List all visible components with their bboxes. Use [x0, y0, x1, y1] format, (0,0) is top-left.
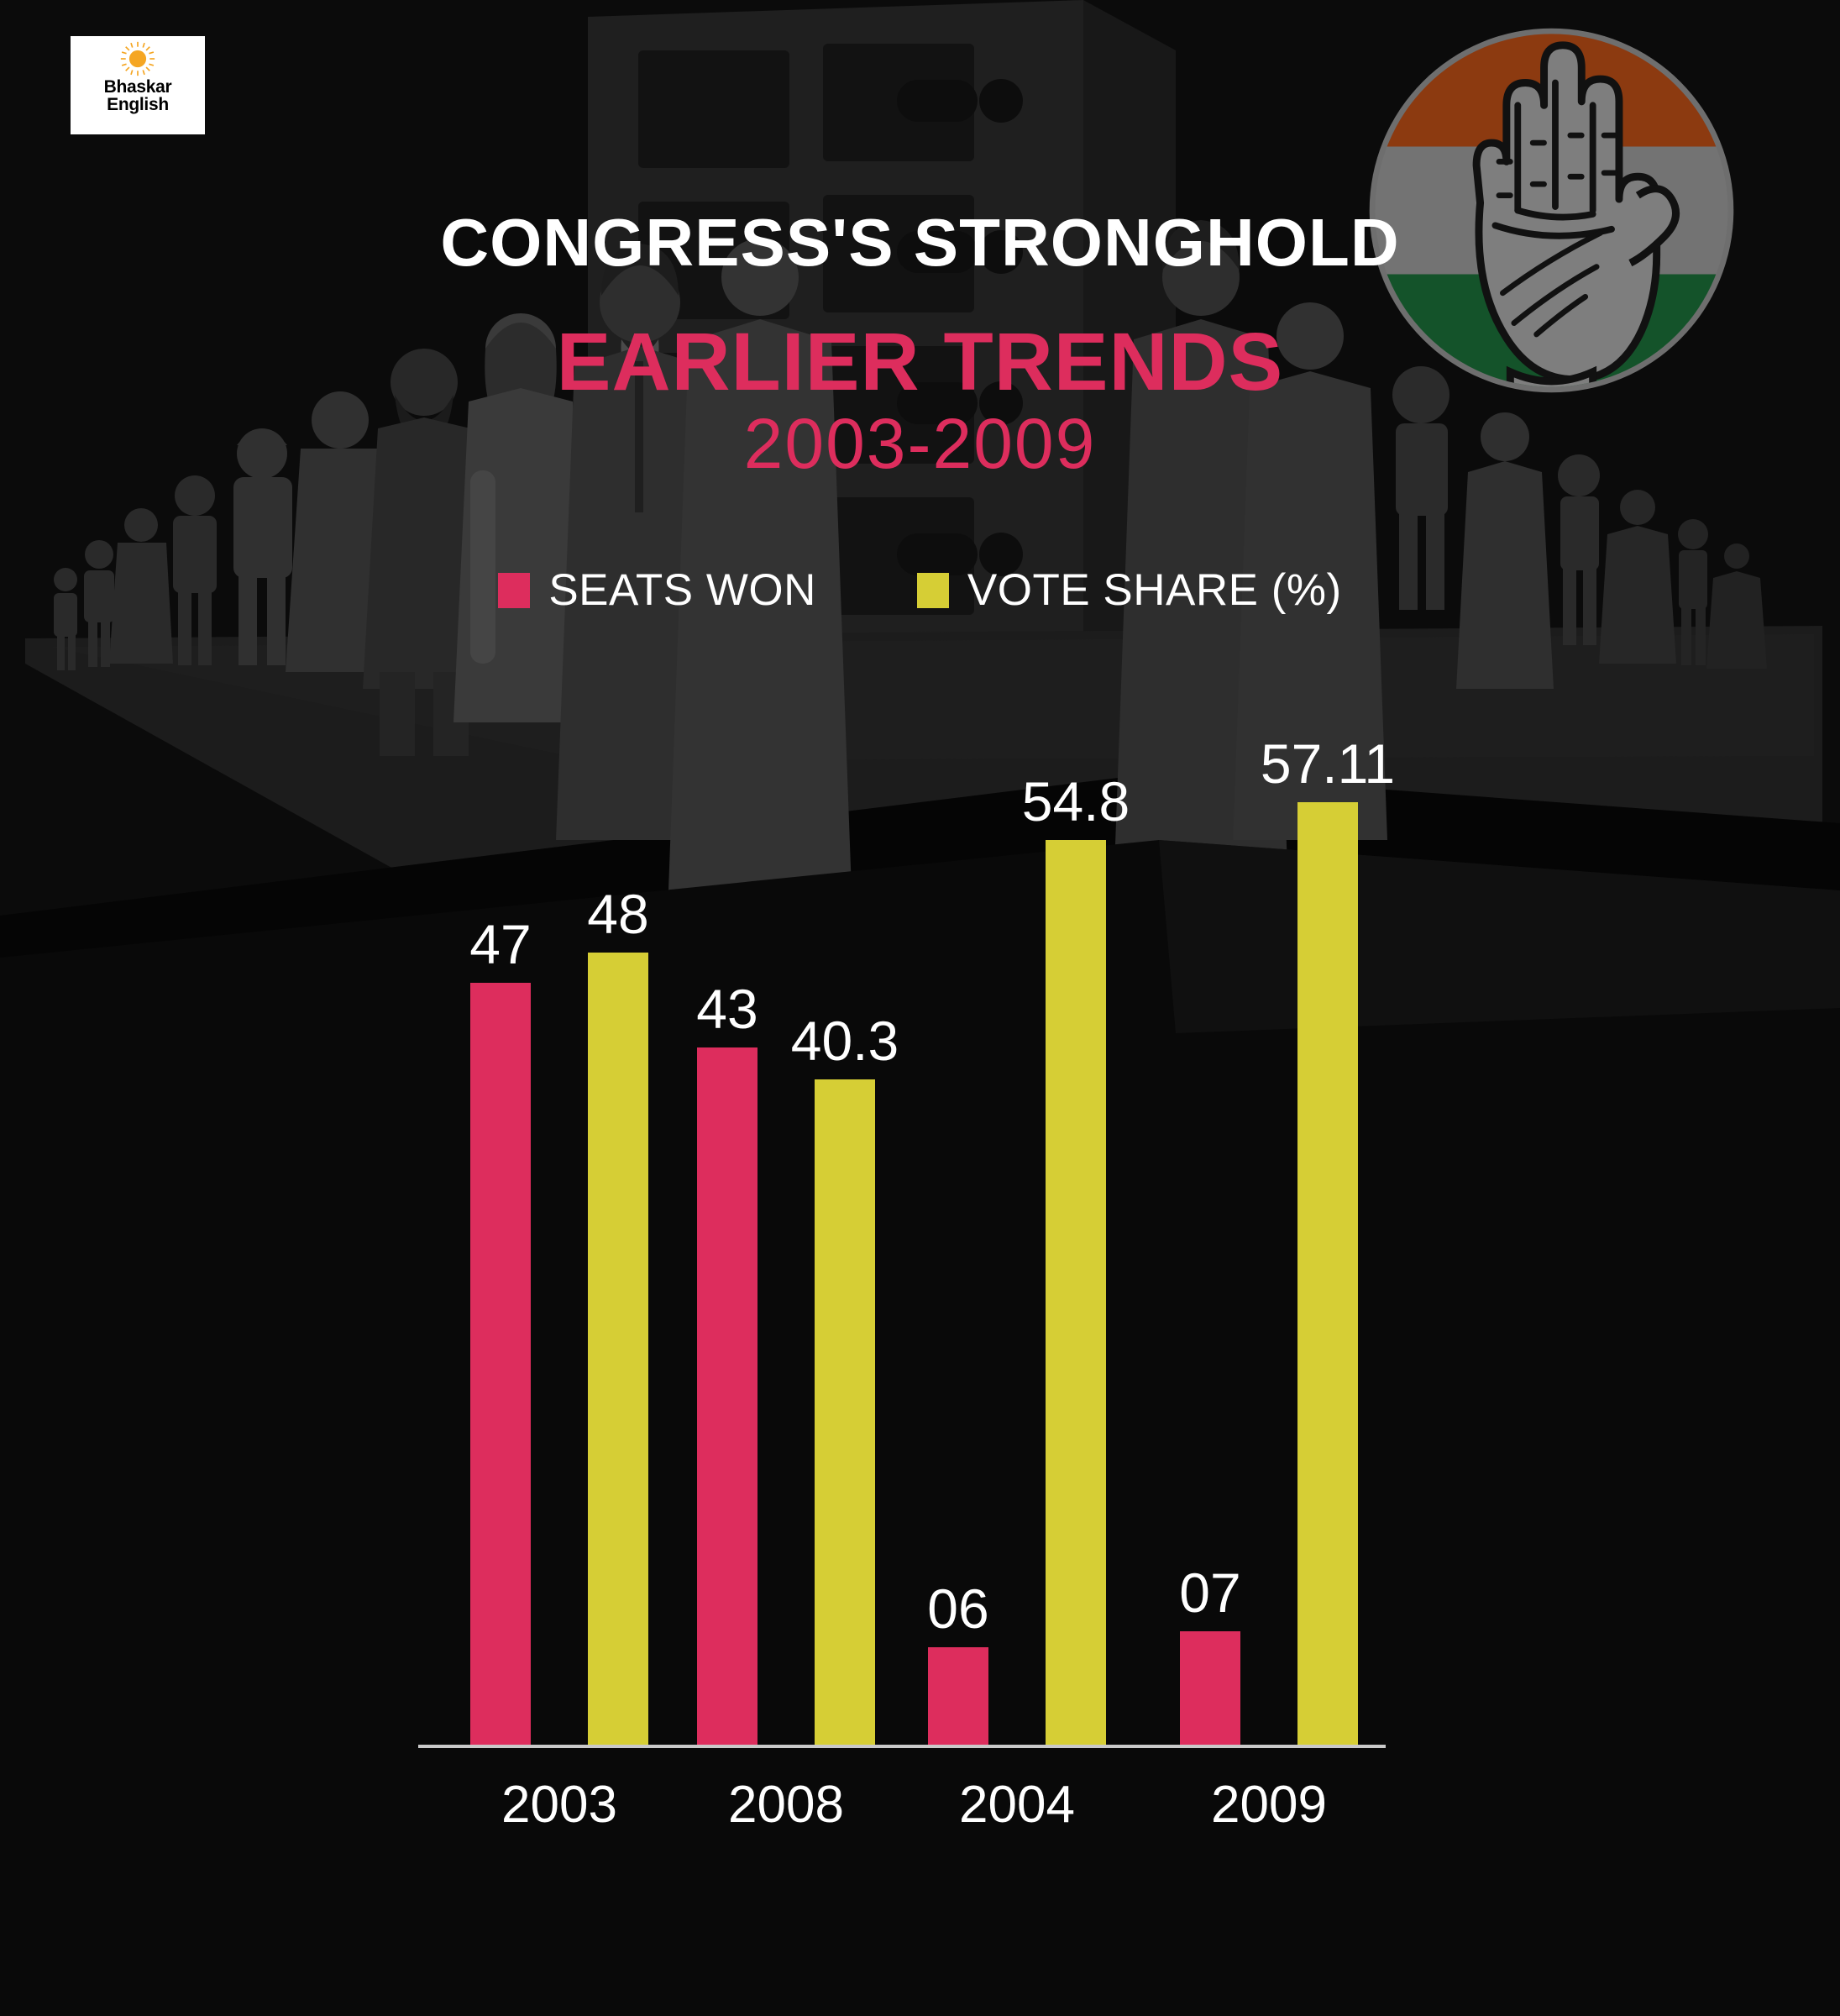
- x-axis-label-2003: 2003: [501, 1776, 617, 1834]
- legend-label-vote-share: VOTE SHARE (%): [967, 565, 1342, 615]
- bar-value-label: 07: [1179, 1561, 1241, 1624]
- sun-icon: [120, 41, 155, 76]
- congress-hand-emblem-icon: [1369, 28, 1734, 393]
- bar-2008-seats-won: [697, 1047, 757, 1745]
- bar-value-label: 48: [587, 882, 649, 945]
- legend-item-vote-share: VOTE SHARE (%): [916, 564, 1342, 616]
- logo-line-1: Bhaskar: [103, 77, 172, 97]
- page-title: CONGRESS'S STRONGHOLD: [440, 205, 1400, 280]
- bar-2003-seats-won: [470, 982, 531, 1745]
- legend-item-seats-won: SEATS WON: [498, 564, 816, 616]
- x-axis-label-2004: 2004: [959, 1776, 1075, 1834]
- page-period: 2003-2009: [743, 404, 1097, 483]
- legend-swatch-seats-won: [498, 572, 531, 608]
- logo-line-2: English: [107, 95, 169, 115]
- chart-legend: SEATS WON VOTE SHARE (%): [0, 564, 1840, 616]
- bar-value-label: 06: [927, 1578, 989, 1641]
- bar-2003-vote-share: [588, 952, 648, 1745]
- bar-2009-seats-won: [1180, 1630, 1240, 1745]
- legend-swatch-vote-share: [916, 572, 949, 608]
- bar-value-label: 40.3: [790, 1010, 899, 1073]
- bar-value-label: 57.11: [1260, 732, 1396, 795]
- bar-2004-seats-won: [928, 1647, 988, 1745]
- x-axis-label-2009: 2009: [1211, 1776, 1327, 1834]
- x-axis-label-2008: 2008: [728, 1776, 844, 1834]
- x-axis-line: [418, 1745, 1386, 1748]
- bar-value-label: 54.8: [1021, 770, 1130, 833]
- bhaskar-english-logo: Bhaskar English: [71, 36, 205, 134]
- bar-2008-vote-share: [815, 1079, 875, 1745]
- bar-value-label: 43: [696, 978, 758, 1041]
- bar-value-label: 47: [469, 912, 532, 975]
- bar-2009-vote-share: [1297, 801, 1358, 1745]
- bar-2004-vote-share: [1046, 840, 1106, 1745]
- page-subtitle: EARLIER TRENDS: [556, 316, 1284, 407]
- legend-label-seats-won: SEATS WON: [548, 565, 816, 615]
